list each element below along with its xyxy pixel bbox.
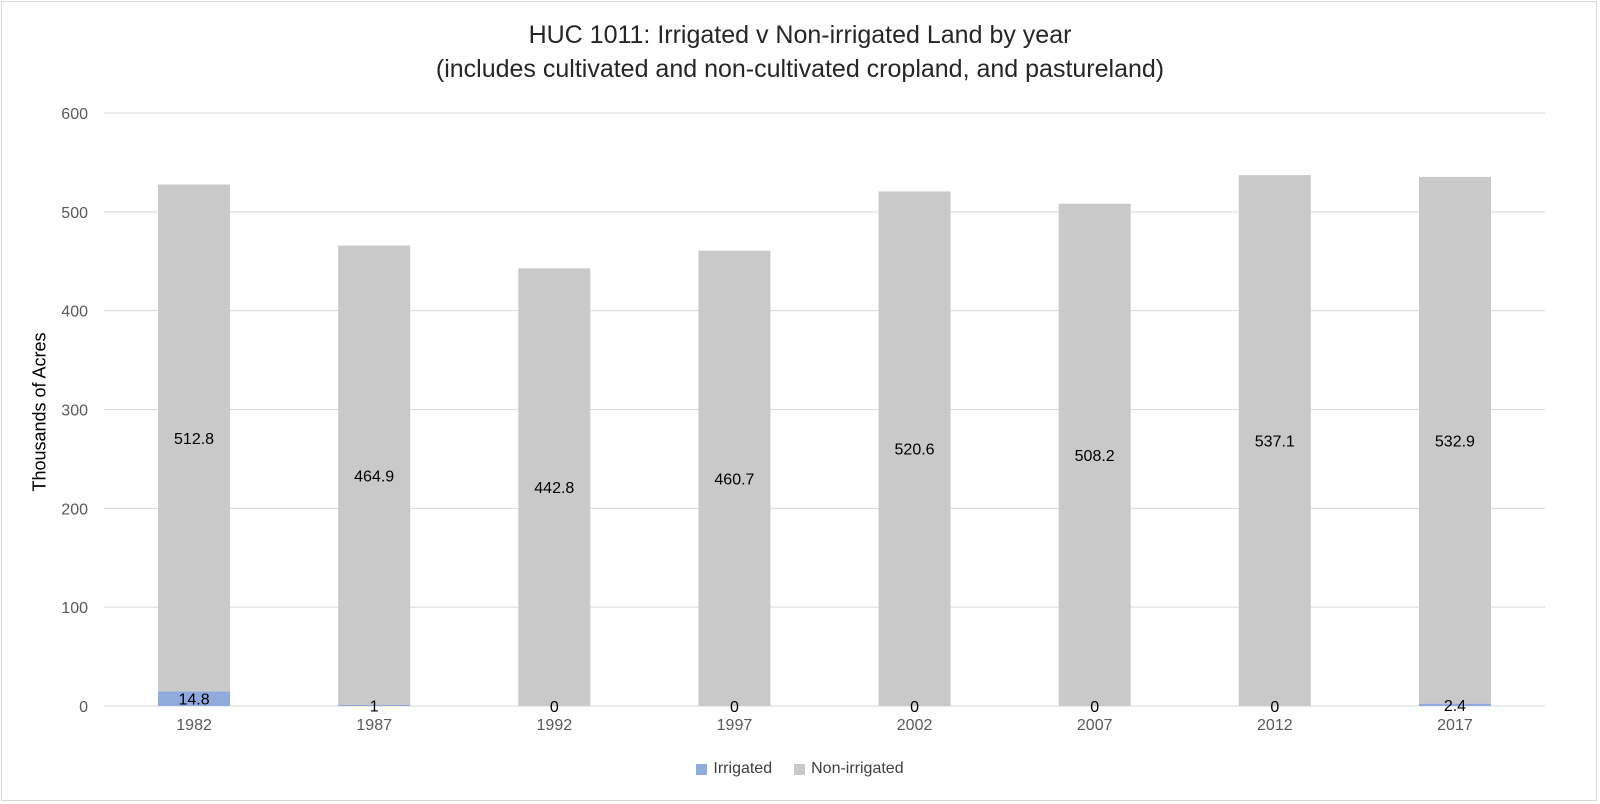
chart-subtitle: (includes cultivated and non-cultivated …: [435, 55, 1165, 83]
legend-swatch-irrigated: [696, 763, 708, 775]
data-label-irrigated-1987: 1: [370, 699, 379, 716]
legend-item-irrigated: Irrigated: [696, 760, 772, 778]
bar-non-irrigated-2012: [1238, 175, 1311, 707]
data-label-irrigated-1982: 14.8: [178, 692, 209, 709]
bar-non-irrigated-1982: [158, 184, 231, 692]
y-tick-label: 0: [79, 699, 88, 716]
data-label-non-irrigated-2017: 532.9: [1435, 433, 1475, 450]
x-tick-label-2007: 2007: [1077, 717, 1113, 734]
bar-non-irrigated-2007: [1058, 203, 1131, 706]
x-tick-label-1992: 1992: [537, 717, 573, 734]
y-tick-label: 300: [61, 403, 88, 420]
x-tick-label-1982: 1982: [176, 717, 212, 734]
y-tick-label: 500: [61, 205, 88, 222]
y-tick-label: 400: [61, 304, 88, 321]
x-tick-label-2002: 2002: [897, 717, 933, 734]
data-label-irrigated-1992: 0: [550, 699, 559, 716]
data-label-non-irrigated-1997: 460.7: [714, 471, 754, 488]
bar-non-irrigated-1987: [338, 245, 411, 706]
data-label-non-irrigated-2002: 520.6: [895, 442, 935, 459]
y-tick-label: 200: [61, 501, 88, 518]
data-label-non-irrigated-1992: 442.8: [534, 480, 574, 497]
legend-label-non-irrigated: Non-irrigated: [811, 760, 904, 777]
data-label-non-irrigated-2012: 537.1: [1255, 434, 1295, 451]
legend-item-non-irrigated: Non-irrigated: [794, 760, 904, 778]
y-tick-label: 600: [61, 106, 88, 123]
legend-swatch-non-irrigated: [794, 763, 806, 775]
data-label-irrigated-2017: 2.4: [1444, 698, 1466, 715]
data-label-non-irrigated-1987: 464.9: [354, 468, 394, 485]
bar-non-irrigated-1997: [698, 250, 771, 706]
legend: Irrigated Non-irrigated: [0, 760, 1600, 778]
bar-irrigated-1987: [338, 705, 411, 706]
x-tick-label-2017: 2017: [1437, 717, 1473, 734]
data-label-irrigated-2007: 0: [1090, 699, 1099, 716]
bar-non-irrigated-1992: [518, 268, 591, 706]
bar-irrigated-1982: [158, 691, 231, 706]
x-tick-label-2012: 2012: [1257, 717, 1293, 734]
legend-label-irrigated: Irrigated: [713, 760, 773, 777]
data-label-non-irrigated-1982: 512.8: [174, 431, 214, 448]
bar-non-irrigated-2002: [878, 191, 951, 707]
chart-title-block: HUC 1011: Irrigated v Non-irrigated Land…: [0, 18, 1600, 86]
data-label-non-irrigated-2007: 508.2: [1075, 448, 1115, 465]
bar-irrigated-2017: [1418, 703, 1491, 706]
y-tick-label: 100: [61, 600, 88, 617]
data-label-irrigated-1997: 0: [730, 699, 739, 716]
data-label-irrigated-2002: 0: [910, 699, 919, 716]
chart-title: HUC 1011: Irrigated v Non-irrigated Land…: [528, 21, 1072, 49]
bar-non-irrigated-2017: [1418, 176, 1491, 704]
x-tick-label-1997: 1997: [717, 717, 753, 734]
x-tick-label-1987: 1987: [356, 717, 392, 734]
data-label-irrigated-2012: 0: [1270, 699, 1279, 716]
